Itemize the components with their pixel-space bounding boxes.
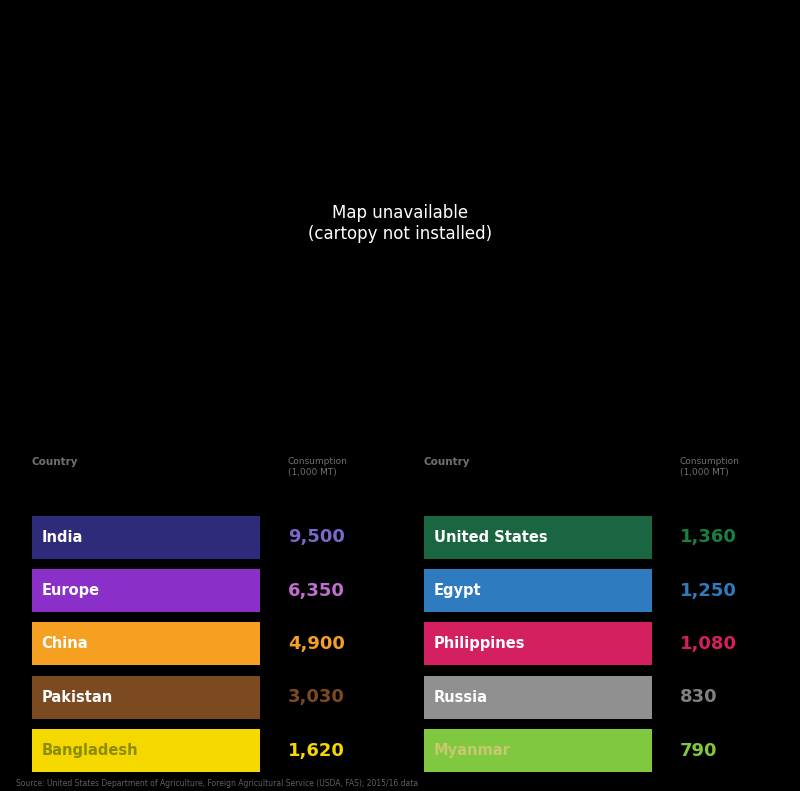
- FancyBboxPatch shape: [424, 729, 652, 772]
- Text: 6,350: 6,350: [288, 581, 345, 600]
- Text: Myanmar: Myanmar: [434, 743, 510, 758]
- Text: Consumption
(1,000 MT): Consumption (1,000 MT): [680, 457, 740, 477]
- FancyBboxPatch shape: [424, 676, 652, 719]
- Text: Pakistan: Pakistan: [42, 690, 113, 705]
- Text: Europe: Europe: [42, 583, 100, 598]
- Text: China: China: [42, 637, 88, 652]
- Text: 9,500: 9,500: [288, 528, 345, 547]
- Text: Map unavailable
(cartopy not installed): Map unavailable (cartopy not installed): [308, 204, 492, 243]
- FancyBboxPatch shape: [424, 569, 652, 612]
- FancyBboxPatch shape: [32, 676, 260, 719]
- Text: Russia: Russia: [434, 690, 488, 705]
- Text: 1,620: 1,620: [288, 742, 345, 759]
- Text: India: India: [42, 530, 83, 545]
- Text: Country: Country: [32, 457, 78, 467]
- FancyBboxPatch shape: [32, 729, 260, 772]
- Text: Country: Country: [424, 457, 470, 467]
- Text: 1,080: 1,080: [680, 635, 737, 653]
- Text: 1,360: 1,360: [680, 528, 737, 547]
- FancyBboxPatch shape: [424, 623, 652, 665]
- Text: Egypt: Egypt: [434, 583, 482, 598]
- Text: 790: 790: [680, 742, 718, 759]
- Text: 1,250: 1,250: [680, 581, 737, 600]
- FancyBboxPatch shape: [32, 623, 260, 665]
- FancyBboxPatch shape: [32, 569, 260, 612]
- Text: Bangladesh: Bangladesh: [42, 743, 138, 758]
- Text: Philippines: Philippines: [434, 637, 525, 652]
- FancyBboxPatch shape: [32, 516, 260, 558]
- Text: Source: United States Department of Agriculture, Foreign Agricultural Service (U: Source: United States Department of Agri…: [16, 778, 418, 788]
- Text: Consumption
(1,000 MT): Consumption (1,000 MT): [288, 457, 348, 477]
- Text: 3,030: 3,030: [288, 688, 345, 706]
- FancyBboxPatch shape: [424, 516, 652, 558]
- Text: United States: United States: [434, 530, 547, 545]
- Text: 830: 830: [680, 688, 718, 706]
- Text: 4,900: 4,900: [288, 635, 345, 653]
